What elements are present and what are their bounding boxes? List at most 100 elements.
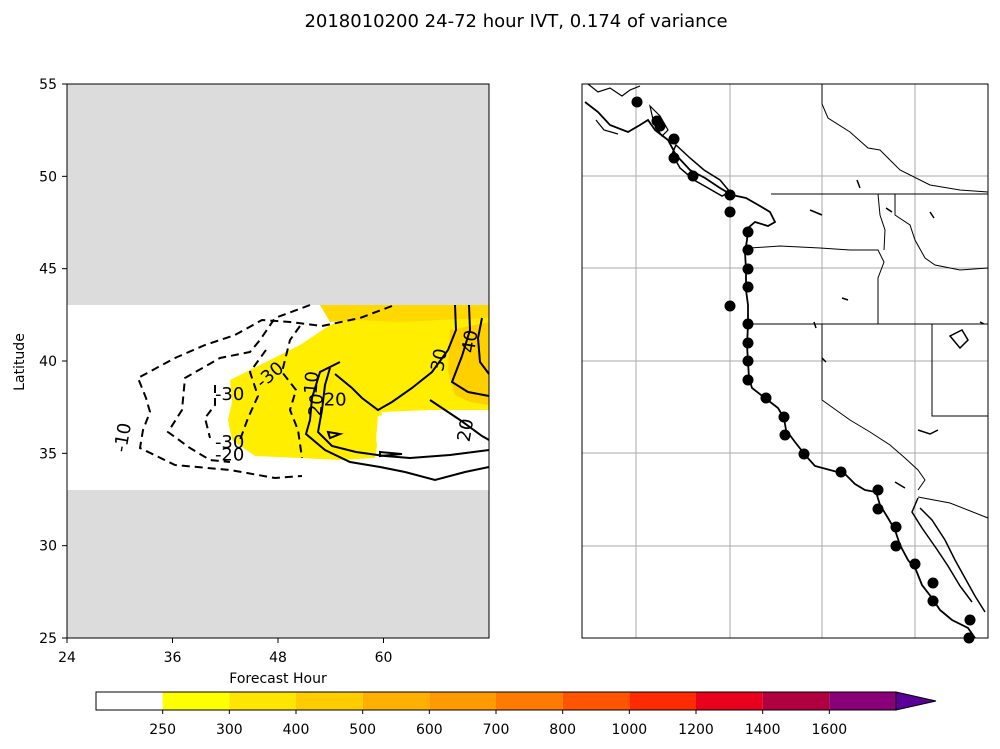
- y-tick-label: 30: [39, 539, 57, 555]
- contour-label: -20: [215, 445, 244, 466]
- colorbar-swatch: [296, 692, 363, 710]
- colorbar-tick-label: 700: [483, 722, 510, 738]
- contour-pos-40: [476, 317, 490, 375]
- map-gridlines: [582, 84, 988, 638]
- colorbar-ticks: 250 300 400 500 600 700 800 1000 1200 1400 1600: [149, 710, 847, 738]
- map-axes-frame: [581, 83, 989, 639]
- station-marker: [742, 281, 754, 293]
- contour-label: 40: [458, 328, 483, 354]
- contour-label: 20: [305, 393, 328, 418]
- station-marker: [778, 411, 790, 423]
- contour-pos-10: [304, 361, 490, 482]
- contour-neg-30-inner: [239, 349, 267, 441]
- station-marker: [798, 448, 810, 460]
- map-island-vancouver: [671, 143, 732, 197]
- colorbar-swatch: [629, 692, 696, 710]
- station-marker: [654, 120, 666, 132]
- colorbar-swatch: [762, 692, 830, 710]
- colorbar-extend-arrow: [895, 691, 937, 711]
- station-marker: [909, 558, 921, 570]
- y-tick-label: 35: [39, 446, 57, 462]
- station-marker: [687, 170, 699, 182]
- colorbar-swatch: [162, 692, 230, 710]
- colorbar-swatch: [229, 692, 296, 710]
- station-marker: [742, 226, 754, 238]
- contour-label: 30: [427, 347, 452, 373]
- colorbar-tick-label: 800: [549, 722, 576, 738]
- contour-pos-20-c: [429, 399, 490, 441]
- colorbar-tick-label: 1400: [745, 722, 781, 738]
- station-marker: [631, 96, 643, 108]
- x-tick-label: 60: [375, 650, 393, 666]
- x-axis-label: Forecast Hour: [229, 671, 327, 687]
- x-axis-ticks: 24 36 48 60: [58, 638, 392, 666]
- station-marker: [724, 189, 736, 201]
- station-marker: [742, 263, 754, 275]
- x-tick-label: 48: [269, 650, 287, 666]
- contour-label: -30: [215, 432, 244, 453]
- colorbar-tick-label: 300: [216, 722, 243, 738]
- contour-label: 10: [301, 370, 324, 395]
- colorbar-swatch: [696, 692, 763, 710]
- colorbar-boxes: [96, 692, 896, 710]
- colorbar-tick-label: 400: [283, 722, 310, 738]
- station-marker: [890, 540, 902, 552]
- station-marker: [724, 206, 736, 218]
- colorbar: 250 300 400 500 600 700 800 1000 1200 1400 1600: [95, 691, 937, 738]
- contour-pos-small-2: [379, 450, 403, 458]
- colorbar-tick-label: 500: [349, 722, 376, 738]
- contour-neg-30-outer: [280, 325, 303, 459]
- station-marker: [742, 337, 754, 349]
- y-axis-label: Latitude: [12, 333, 28, 391]
- x-tick-label: 24: [58, 650, 76, 666]
- contour-label: -30: [215, 384, 244, 405]
- contour-neg-10: [136, 305, 393, 480]
- contour-pos-20-b: [334, 304, 458, 412]
- colorbar-swatch: [496, 692, 563, 710]
- colorbar-swatch: [562, 692, 630, 710]
- station-marker: [742, 318, 754, 330]
- colorbar-swatch: [362, 692, 430, 710]
- x-tick-label: 36: [164, 650, 182, 666]
- colorbar-swatch: [429, 692, 496, 710]
- contour-label: 20: [454, 417, 479, 443]
- y-tick-label: 25: [39, 631, 57, 647]
- map-baja-gulf: [911, 497, 986, 613]
- ivt-fill-hole: [376, 410, 489, 458]
- masked-region-south: [67, 490, 489, 638]
- station-marker: [835, 466, 847, 478]
- station-marker: [890, 521, 902, 533]
- station-marker: [927, 595, 939, 607]
- map-coastline: [584, 101, 976, 639]
- station-marker: [668, 133, 680, 145]
- masked-region-north: [67, 84, 489, 305]
- station-marker: [872, 503, 884, 515]
- station-marker: [872, 484, 884, 496]
- station-marker: [668, 152, 680, 164]
- y-tick-label: 50: [39, 169, 57, 185]
- y-tick-label: 55: [39, 77, 57, 93]
- contour-label: -10: [110, 421, 136, 454]
- station-marker: [779, 429, 791, 441]
- contour-pos-30: [450, 304, 490, 397]
- map-lakes: [809, 179, 985, 489]
- y-tick-label: 40: [39, 354, 57, 370]
- y-tick-label: 45: [39, 262, 57, 278]
- contour-neg-30-left: [203, 385, 216, 439]
- station-marker: [964, 614, 976, 626]
- colorbar-tick-label: 1200: [678, 722, 714, 738]
- colorbar-tick-label: 1600: [812, 722, 848, 738]
- map-panel: [581, 83, 989, 644]
- station-marker: [742, 355, 754, 367]
- map-borders: [748, 84, 989, 519]
- colorbar-swatch: [829, 692, 896, 710]
- figure-title: 2018010200 24-72 hour IVT, 0.174 of vari…: [304, 11, 727, 32]
- station-marker: [927, 577, 939, 589]
- contour-neg-20: [166, 304, 311, 463]
- colorbar-tick-label: 600: [416, 722, 443, 738]
- ivt-fill-250: [228, 305, 489, 460]
- contour-pos-20-a: [316, 367, 490, 460]
- y-axis-ticks: 25 30 35 40 45 50 55: [39, 77, 67, 647]
